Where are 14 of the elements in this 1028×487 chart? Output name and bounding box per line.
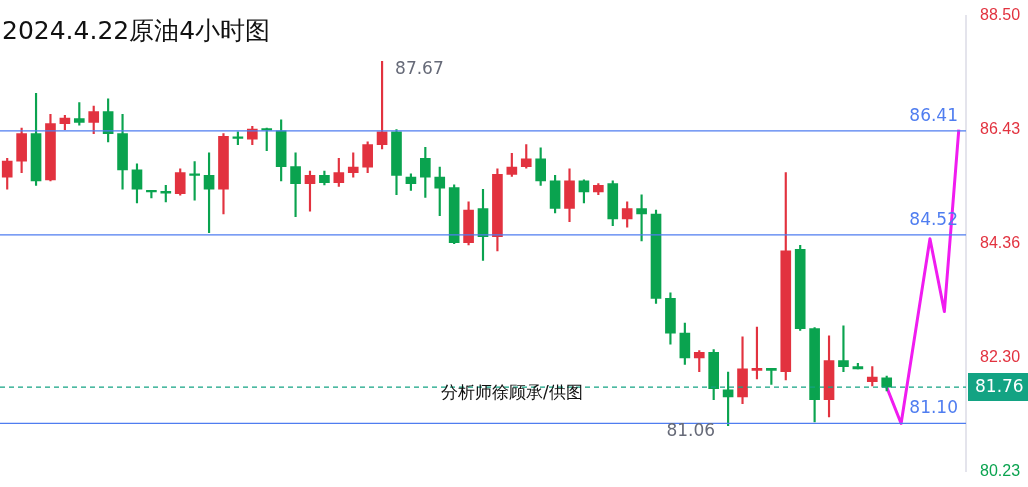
ref-line-label: 86.41 bbox=[909, 104, 958, 125]
y-tick-label: 80.23 bbox=[980, 461, 1021, 479]
candlestick bbox=[290, 152, 301, 218]
ref-line-label: 81.10 bbox=[909, 397, 958, 418]
chart-title: 2024.4.22原油4小时图 bbox=[2, 15, 271, 47]
annotation: 87.67 bbox=[395, 57, 444, 78]
annotation: 81.06 bbox=[666, 420, 716, 441]
ref-line-label: 81.76 bbox=[975, 376, 1024, 397]
y-tick-label: 88.50 bbox=[980, 6, 1021, 24]
candlestick bbox=[838, 325, 849, 372]
y-tick-label: 86.43 bbox=[980, 120, 1021, 138]
y-tick-label: 84.36 bbox=[980, 234, 1021, 252]
y-tick-label: 82.30 bbox=[980, 347, 1021, 365]
annotation: 分析师徐顾承/供图 bbox=[441, 382, 583, 403]
